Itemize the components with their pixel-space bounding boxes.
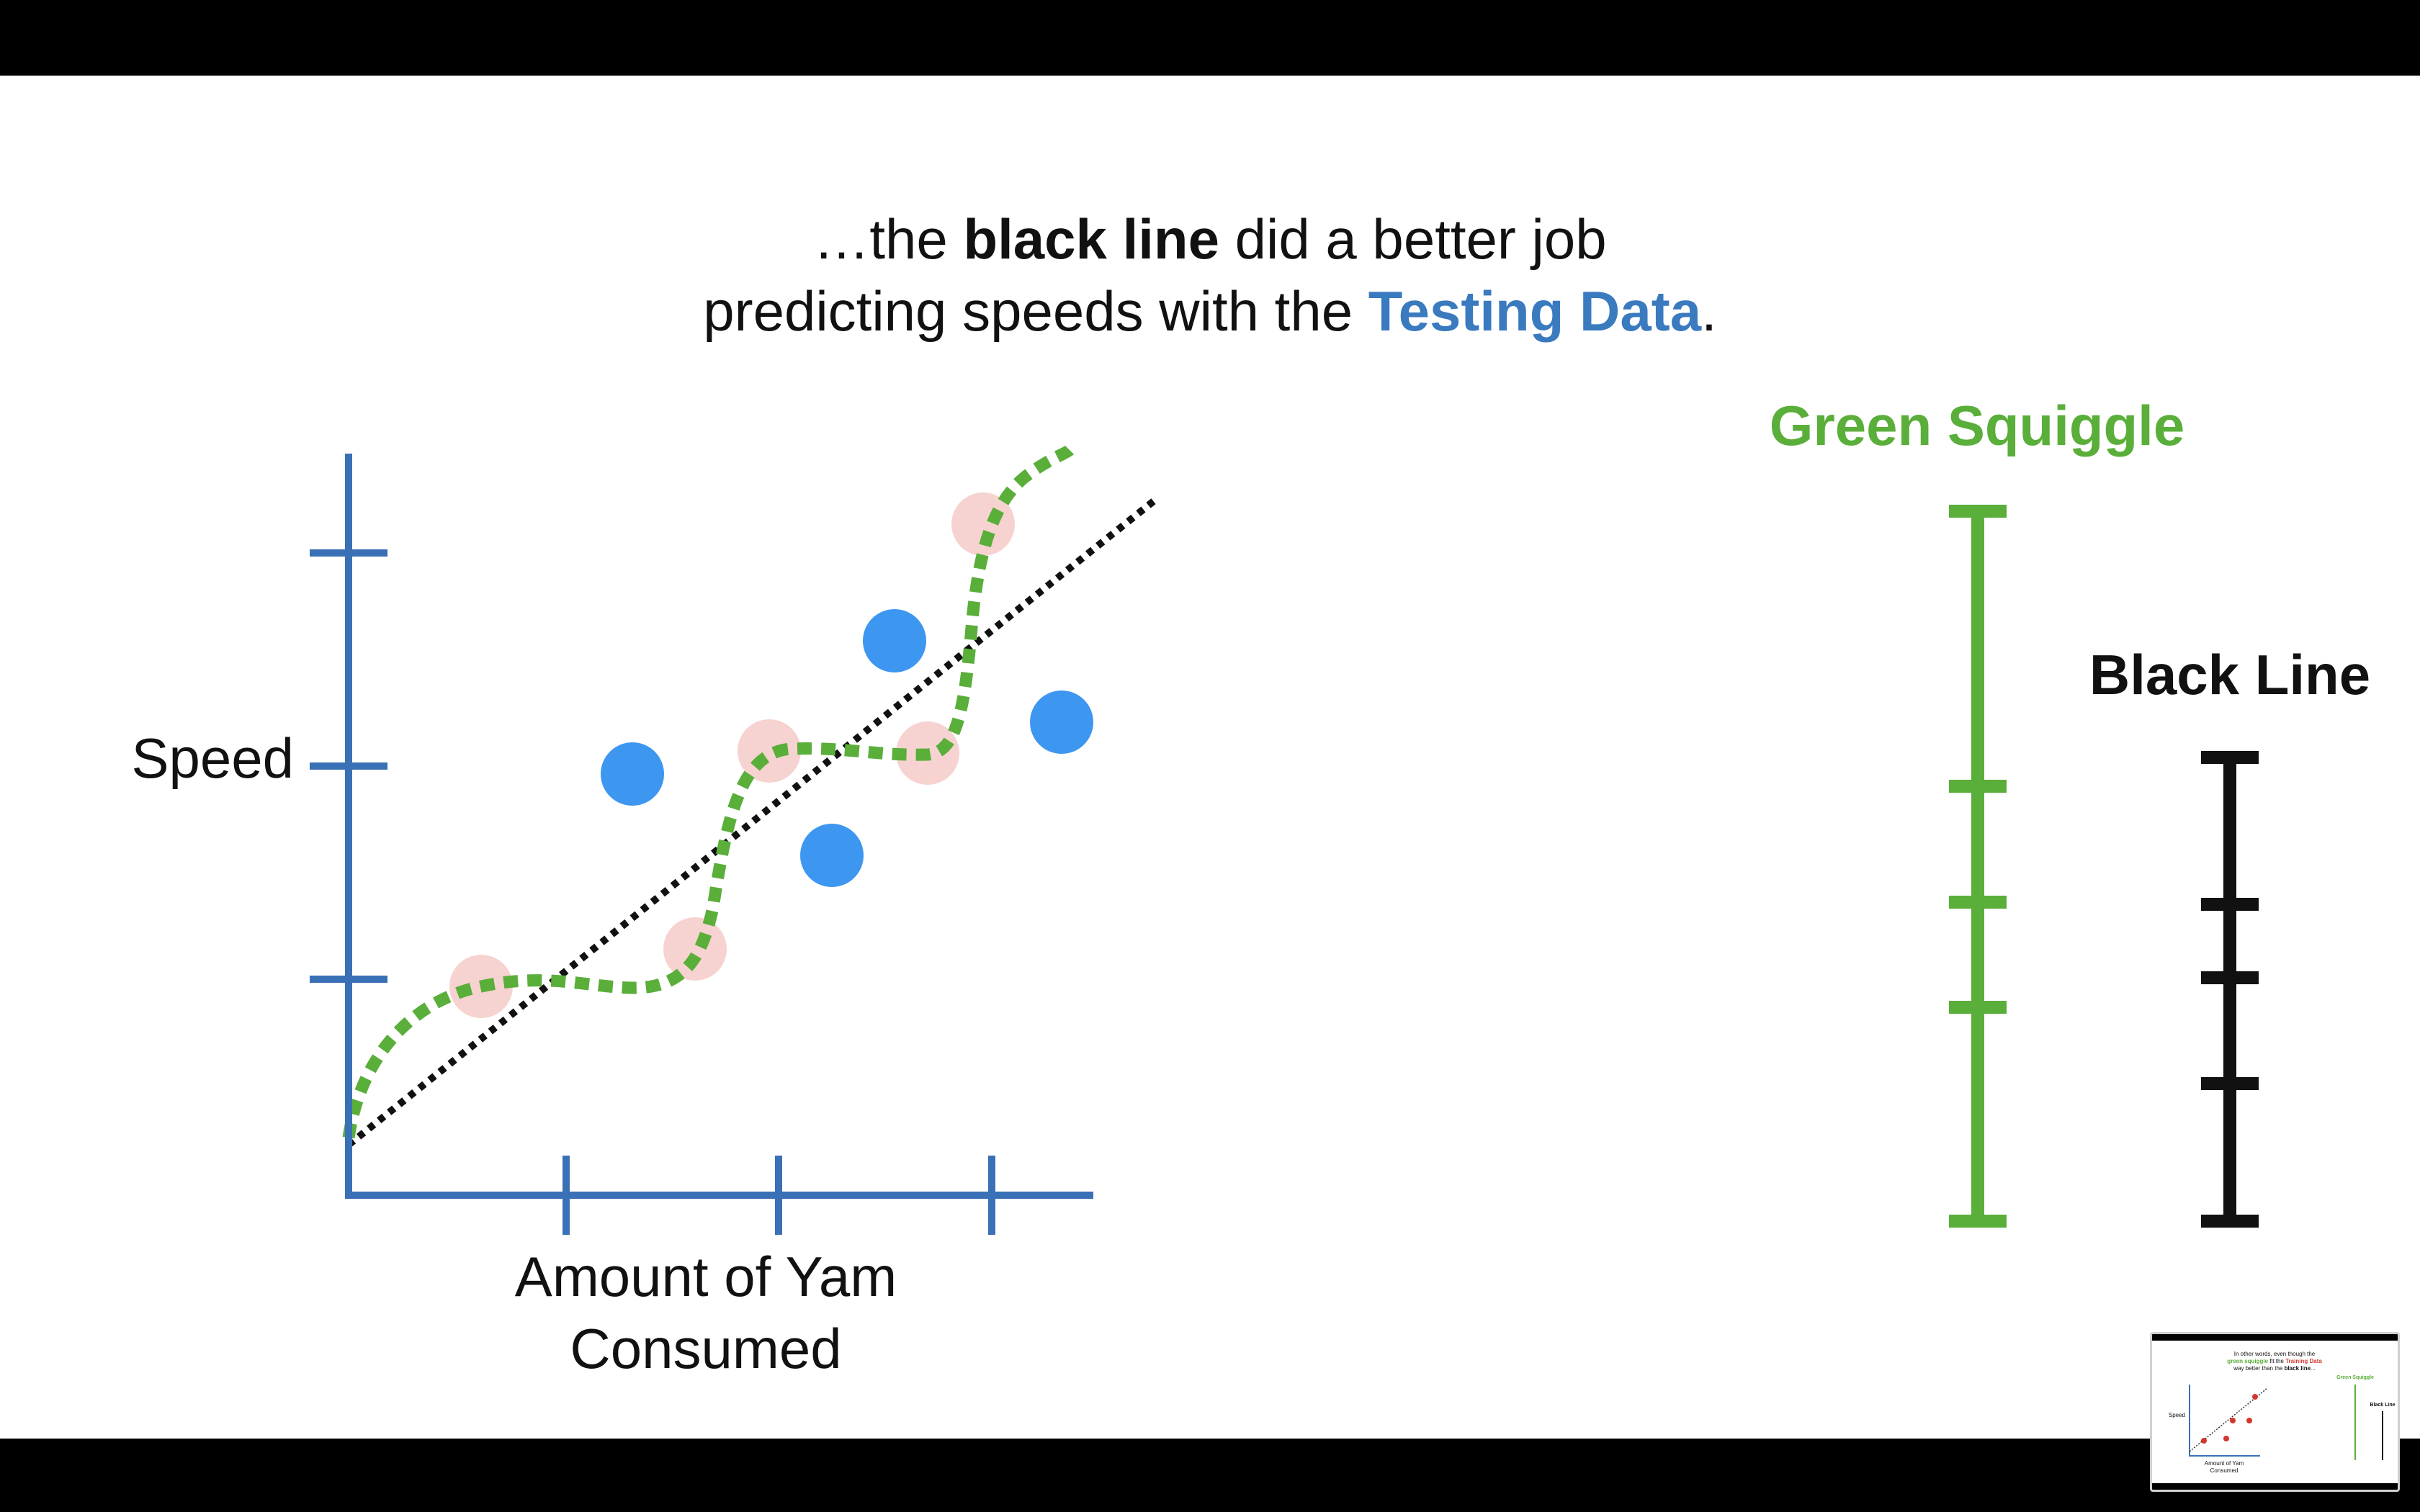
black-line-title: Black Line: [2089, 643, 2370, 706]
slide-caption: …the black line did a better job predict…: [0, 203, 2420, 347]
y-axis-label: Speed: [131, 726, 294, 790]
thumbnail-black-title: Black Line: [2370, 1403, 2395, 1408]
x-axis-label-line-1: Amount of Yam: [515, 1245, 897, 1308]
x-axis-label-line-2: Consumed: [570, 1317, 841, 1380]
caption-line-2: predicting speeds with the Testing Data.: [0, 275, 2420, 347]
training-point: [951, 492, 1015, 556]
graph-axes: [310, 454, 1093, 1235]
training-point: [738, 719, 801, 783]
black-line-fit: [346, 498, 1157, 1148]
thumbnail-y-label: Speed: [2169, 1412, 2185, 1418]
training-points: [449, 492, 1015, 1018]
thumbnail-x-label-2: Consumed: [2210, 1467, 2238, 1474]
thumbnail-green-title: Green Squiggle: [2336, 1375, 2374, 1380]
green-squiggle-title: Green Squiggle: [1770, 394, 2184, 457]
caption-text: …the: [813, 207, 964, 271]
next-slide-thumbnail[interactable]: In other words, even though the green sq…: [2150, 1332, 2400, 1492]
training-point: [663, 917, 727, 981]
testing-point: [863, 609, 926, 672]
caption-text: .: [1701, 279, 1717, 343]
caption-bold-text: black line: [963, 207, 1219, 271]
caption-line-1: …the black line did a better job: [0, 203, 2420, 275]
green-squiggle-error-bar: [1949, 505, 2007, 1228]
thumbnail-x-label-1: Amount of Yam: [2205, 1460, 2244, 1467]
testing-point: [1030, 690, 1093, 754]
black-line-error-bar: [2201, 751, 2259, 1228]
caption-text: did a better job: [1219, 207, 1607, 271]
testing-points: [601, 609, 1093, 887]
thumbnail-caption-line-2: green squiggle fit the Training Data: [2227, 1358, 2322, 1364]
caption-highlight-text: Testing Data: [1368, 279, 1702, 343]
testing-point: [800, 824, 864, 887]
slide-canvas: [0, 76, 2420, 1439]
caption-text: predicting speeds with the: [703, 279, 1368, 343]
video-top-bar: [0, 0, 2420, 76]
thumbnail-figure: In other words, even though the green sq…: [2152, 1334, 2398, 1490]
green-squiggle-fit: [342, 445, 1074, 1139]
video-bottom-bar: [0, 1439, 2420, 1512]
thumbnail-caption-line-1: In other words, even though the: [2234, 1351, 2316, 1357]
thumbnail-caption-line-3: way better than the black line...: [2233, 1365, 2315, 1372]
testing-point: [601, 742, 664, 806]
